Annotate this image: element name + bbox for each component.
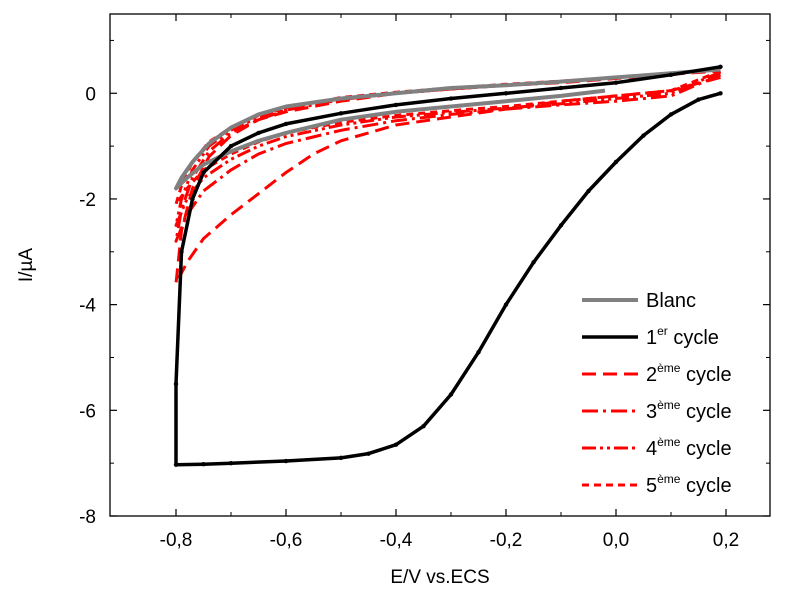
series-line-4	[174, 68, 722, 243]
series-point	[448, 392, 454, 397]
series-point	[338, 455, 344, 461]
series-point	[718, 91, 723, 96]
series-point	[668, 72, 674, 77]
series-point	[613, 159, 619, 165]
series-point	[283, 121, 289, 127]
series-point	[393, 102, 399, 108]
series-point	[503, 91, 509, 96]
series-point	[190, 196, 195, 202]
series-point	[256, 130, 261, 136]
series-point	[421, 423, 426, 429]
series-line-5	[174, 67, 722, 227]
series-point	[173, 462, 179, 467]
x-tick-label: -0,2	[490, 530, 523, 551]
y-tick-label: -2	[79, 190, 96, 211]
series-point	[366, 451, 371, 456]
legend-label: Blanc	[646, 290, 696, 312]
series-point	[173, 381, 179, 387]
series-point	[558, 85, 564, 91]
axis-ticks: -0,8 -0,6 -0,4 -0,2 0,0 0,2 -8 -6 -4 -2 0	[79, 14, 770, 551]
series-point	[228, 460, 234, 466]
plot-frame	[109, 13, 771, 517]
series-point	[201, 462, 206, 467]
series-point	[393, 442, 399, 447]
series-point	[476, 349, 481, 355]
series-point	[586, 188, 591, 194]
x-tick-label: 0,2	[713, 530, 739, 551]
series-point	[718, 64, 723, 70]
y-tick-label: -6	[79, 401, 96, 422]
y-tick-label: 0	[85, 84, 96, 105]
series-point	[338, 111, 344, 116]
y-tick-label: -4	[79, 296, 96, 317]
series-point	[613, 80, 619, 85]
series-point	[531, 260, 536, 265]
y-axis-title: I/µA	[16, 248, 37, 283]
series-line-2	[174, 65, 721, 467]
series-point	[201, 170, 206, 175]
y-tick-label: -8	[79, 507, 96, 528]
series-layer	[173, 64, 723, 467]
series-point	[179, 249, 184, 254]
legend-label: 3ème cycle	[646, 398, 732, 423]
legend: Blanc 1er cycle 2ème cycle 3ème cycle 4ème c…	[582, 290, 732, 497]
series-point	[503, 302, 509, 307]
series-point	[283, 458, 289, 464]
x-tick-label: -0,6	[270, 530, 303, 551]
legend-label: 2ème cycle	[646, 361, 732, 386]
series-point	[558, 223, 564, 228]
x-tick-label: -0,4	[380, 530, 413, 551]
series-point	[448, 96, 454, 101]
x-tick-label: -0,8	[160, 530, 193, 551]
x-axis-title: E/V vs.ECS	[390, 567, 489, 588]
legend-label: 5ème cycle	[646, 472, 732, 497]
series-point	[641, 133, 646, 138]
series-point	[668, 112, 674, 117]
legend-label: 4ème cycle	[646, 435, 732, 460]
series-line-3	[174, 69, 721, 285]
series-line-1	[174, 67, 721, 191]
legend-label: 1er cycle	[646, 324, 719, 349]
series-point	[228, 143, 234, 149]
x-tick-label: 0,0	[603, 530, 629, 551]
series-point	[696, 97, 701, 102]
